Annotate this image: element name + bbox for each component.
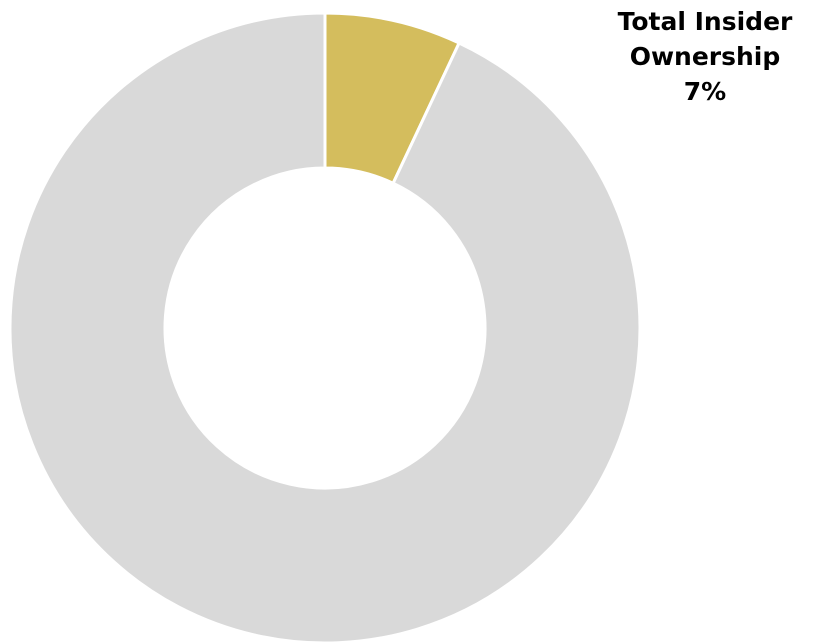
annotation-line-2: Ownership [629, 42, 781, 71]
annotation-value: 7% [683, 77, 727, 106]
annotation-line-1: Total Insider [617, 7, 793, 36]
donut-slice-1 [8, 11, 642, 643]
donut-slices [8, 11, 642, 643]
insider-ownership-annotation: Total Insider Ownership 7% [590, 4, 815, 109]
